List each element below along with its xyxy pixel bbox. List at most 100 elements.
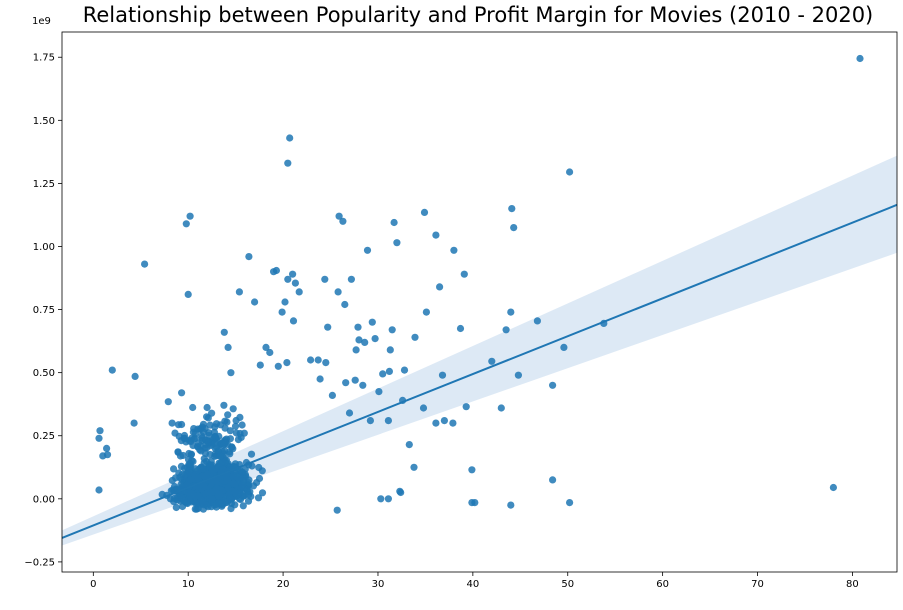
x-tick-label: 70 bbox=[751, 579, 764, 590]
data-point bbox=[176, 452, 185, 460]
data-point bbox=[341, 300, 349, 309]
plot-area bbox=[62, 54, 897, 546]
data-point bbox=[281, 298, 289, 306]
data-point bbox=[339, 217, 347, 225]
data-point bbox=[566, 499, 574, 507]
data-point bbox=[203, 403, 211, 412]
data-point bbox=[456, 324, 465, 333]
data-point bbox=[462, 403, 470, 411]
data-point bbox=[227, 369, 235, 377]
data-point bbox=[191, 430, 199, 438]
data-point bbox=[345, 409, 354, 417]
data-point bbox=[231, 501, 239, 509]
data-point bbox=[199, 465, 207, 473]
data-point bbox=[231, 422, 240, 430]
data-point bbox=[432, 231, 440, 239]
data-point bbox=[274, 362, 282, 370]
data-point bbox=[251, 298, 259, 306]
data-point bbox=[211, 423, 219, 431]
data-point bbox=[510, 224, 518, 232]
data-point bbox=[192, 492, 200, 501]
data-point bbox=[202, 436, 210, 444]
data-point bbox=[96, 427, 104, 435]
data-point bbox=[354, 323, 362, 331]
data-point bbox=[420, 208, 429, 216]
data-point bbox=[209, 477, 217, 485]
y-tick-label: −0.25 bbox=[24, 557, 55, 568]
data-point bbox=[468, 466, 476, 474]
data-point bbox=[258, 489, 267, 497]
data-point bbox=[508, 205, 516, 213]
data-point bbox=[234, 436, 242, 444]
data-point bbox=[131, 372, 139, 380]
data-point bbox=[393, 239, 401, 247]
data-point bbox=[291, 279, 299, 287]
data-point bbox=[436, 283, 444, 291]
data-point bbox=[507, 501, 515, 509]
data-point bbox=[278, 308, 286, 316]
data-point bbox=[560, 343, 568, 351]
data-point bbox=[334, 288, 342, 296]
data-point bbox=[355, 336, 363, 344]
x-tick-label: 50 bbox=[561, 579, 574, 590]
data-point bbox=[283, 359, 291, 367]
data-point bbox=[386, 346, 394, 354]
data-point bbox=[189, 403, 197, 412]
chart-title: Relationship between Popularity and Prof… bbox=[83, 3, 874, 27]
y-tick-label: 0.25 bbox=[33, 431, 55, 442]
y-tick-label: 1.25 bbox=[33, 179, 55, 190]
data-point bbox=[182, 220, 190, 228]
data-point bbox=[185, 467, 193, 475]
data-point bbox=[208, 409, 216, 417]
data-point bbox=[384, 495, 392, 503]
data-point bbox=[322, 359, 330, 367]
y-tick-label: 0.50 bbox=[33, 368, 55, 379]
data-point bbox=[186, 212, 194, 220]
data-point bbox=[224, 343, 232, 351]
y-tick-label: 1.75 bbox=[33, 53, 55, 64]
y-tick-label: 1.50 bbox=[33, 116, 55, 127]
data-point bbox=[361, 338, 369, 346]
data-point bbox=[235, 489, 243, 497]
data-point bbox=[202, 472, 210, 480]
data-point bbox=[95, 486, 103, 494]
data-point bbox=[239, 502, 247, 510]
data-point bbox=[497, 404, 505, 412]
data-point bbox=[307, 356, 315, 364]
data-point bbox=[314, 356, 322, 364]
data-point bbox=[229, 405, 237, 413]
data-point bbox=[432, 419, 440, 427]
data-point bbox=[377, 495, 385, 503]
data-point bbox=[178, 389, 186, 397]
data-point bbox=[856, 54, 864, 63]
data-point bbox=[211, 439, 219, 447]
axes: 0 10 20 30 40 50 60 70 80 −0.25 0.00 0.25 0.50 0.75 1.… bbox=[24, 31, 898, 590]
y-tick-label: 0.75 bbox=[33, 305, 55, 316]
data-point bbox=[388, 326, 396, 334]
data-point bbox=[368, 318, 376, 326]
data-point bbox=[328, 391, 336, 399]
data-point bbox=[164, 398, 172, 406]
data-point bbox=[181, 434, 189, 442]
data-point bbox=[186, 460, 194, 468]
data-point bbox=[533, 317, 542, 325]
data-point bbox=[390, 218, 398, 227]
data-point bbox=[502, 326, 510, 334]
data-point bbox=[324, 323, 332, 331]
data-point bbox=[342, 379, 350, 387]
data-point bbox=[405, 441, 413, 449]
data-point bbox=[351, 376, 359, 384]
data-point bbox=[224, 484, 232, 492]
data-point bbox=[384, 417, 392, 425]
data-point bbox=[215, 499, 223, 507]
data-point bbox=[226, 427, 234, 435]
data-point bbox=[359, 381, 367, 389]
data-point bbox=[235, 473, 243, 481]
confidence-band bbox=[62, 155, 897, 546]
data-point bbox=[245, 491, 253, 499]
x-tick-label: 60 bbox=[656, 579, 669, 590]
data-point bbox=[99, 452, 107, 460]
data-point bbox=[194, 474, 202, 482]
data-point bbox=[220, 328, 228, 336]
